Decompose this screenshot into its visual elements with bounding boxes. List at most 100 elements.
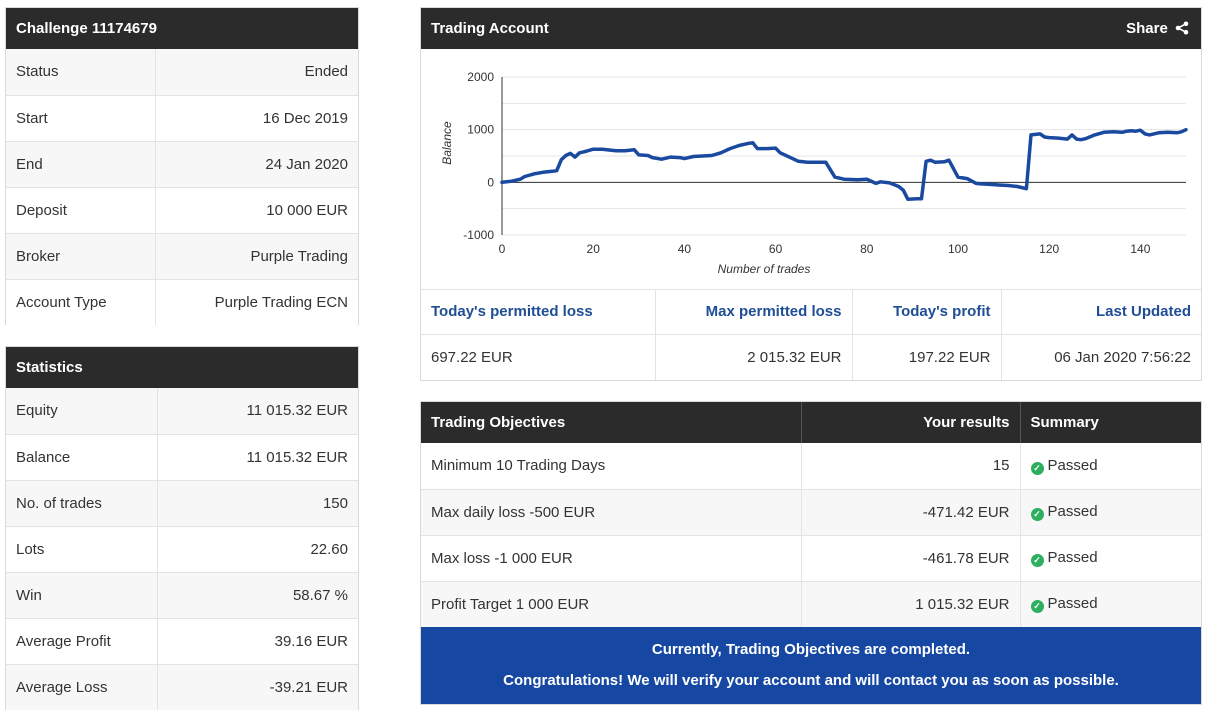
table-row: Win 58.67 %: [6, 571, 358, 618]
table-row: Minimum 10 Trading Days 15 ✓ Passed: [421, 443, 1201, 489]
balance-chart-svg: -1000 0 1000 2000 0 20 40 60 80 100 120 140 Number o…: [440, 70, 1188, 276]
statistics-panel: Statistics Equity 11 015.32 EUR Balance …: [5, 346, 359, 710]
win-value: 58.67 %: [157, 571, 358, 618]
objectives-table: Trading Objectives Your results Summary …: [421, 402, 1201, 627]
completion-banner: Currently, Trading Objectives are comple…: [421, 627, 1201, 704]
todays-profit-header: Today's profit: [852, 290, 1002, 335]
x-tick-label: 80: [860, 242, 874, 256]
todays-permitted-loss-value: 697.22 EUR: [421, 334, 656, 380]
trading-account-panel: Trading Account Share -1000 0 1000 2000 0 20 4…: [420, 7, 1202, 381]
check-circle-icon: ✓: [1030, 508, 1044, 521]
avg-loss-label: Average Loss: [6, 663, 158, 710]
equity-value: 11 015.32 EUR: [157, 388, 358, 434]
lots-value: 22.60: [157, 525, 358, 572]
table-row: Average Loss -39.21 EUR: [6, 663, 358, 710]
statistics-table: Equity 11 015.32 EUR Balance 11 015.32 E…: [6, 388, 358, 710]
x-tick-label: 120: [1039, 242, 1059, 256]
lots-label: Lots: [6, 525, 158, 572]
account-type-value: Purple Trading ECN: [155, 278, 358, 325]
trades-label: No. of trades: [6, 479, 158, 526]
todays-permitted-loss-header: Today's permitted loss: [421, 290, 656, 335]
check-circle-icon: ✓: [1030, 554, 1044, 567]
last-updated-value: 06 Jan 2020 7:56:22: [1054, 348, 1191, 366]
table-row: No. of trades 150: [6, 479, 358, 526]
objective-summary: ✓ Passed: [1020, 534, 1201, 581]
table-row: Today's permitted loss Max permitted los…: [421, 290, 1201, 335]
trading-account-title: Trading Account: [431, 20, 549, 37]
x-tick-label: 140: [1130, 242, 1150, 256]
table-row: Status Ended: [6, 49, 358, 95]
table-row: Average Profit 39.16 EUR: [6, 617, 358, 664]
summary-text: Passed: [1047, 595, 1098, 613]
y-tick-label: 1000: [467, 123, 494, 137]
table-row: Lots 22.60: [6, 525, 358, 572]
metrics-table: Today's permitted loss Max permitted los…: [421, 290, 1201, 380]
broker-label: Broker: [6, 232, 156, 279]
trades-value: 150: [157, 479, 358, 526]
avg-profit-value: 39.16 EUR: [157, 617, 358, 664]
table-row: 697.22 EUR 2 015.32 EUR 197.22 EUR 06 Ja…: [421, 334, 1201, 380]
y-tick-label: 2000: [467, 70, 494, 84]
status-value: Ended: [155, 49, 358, 95]
trading-account-header: Trading Account Share: [421, 8, 1201, 49]
broker-value: Purple Trading: [155, 232, 358, 279]
table-row: Max loss -1 000 EUR -461.78 EUR ✓ Passed: [421, 534, 1201, 581]
start-value: 16 Dec 2019: [155, 94, 358, 141]
objective-summary: ✓ Passed: [1020, 580, 1201, 627]
status-label: Status: [6, 49, 156, 95]
table-row: Max daily loss -500 EUR -471.42 EUR ✓ Pas…: [421, 488, 1201, 535]
challenge-title: Challenge 11174679: [6, 8, 358, 49]
trading-objectives-panel: Trading Objectives Your results Summary …: [420, 401, 1202, 705]
table-row: Balance 11 015.32 EUR: [6, 433, 358, 480]
balance-label: Balance: [6, 433, 158, 480]
avg-profit-label: Average Profit: [6, 617, 158, 664]
last-updated-header: Last Updated: [1001, 290, 1201, 335]
share-button[interactable]: Share: [1126, 8, 1189, 49]
table-row: Broker Purple Trading: [6, 232, 358, 279]
x-tick-label: 0: [499, 242, 506, 256]
summary-header: Summary: [1020, 402, 1201, 443]
x-axis-label: Number of trades: [718, 262, 811, 276]
end-value: 24 Jan 2020: [155, 140, 358, 187]
todays-profit-value: 197.22 EUR: [852, 334, 1002, 380]
objective-summary: ✓ Passed: [1020, 488, 1201, 535]
summary-text: Passed: [1047, 549, 1098, 566]
y-tick-label: -1000: [463, 228, 494, 242]
banner-line-1: Currently, Trading Objectives are comple…: [651, 641, 971, 658]
win-label: Win: [6, 571, 158, 618]
objective-result: -461.78 EUR: [801, 534, 1021, 581]
deposit-label: Deposit: [6, 186, 156, 233]
table-row: Account Type Purple Trading ECN: [6, 278, 358, 325]
x-tick-label: 60: [769, 242, 783, 256]
objective-name: Max daily loss -500 EUR: [421, 488, 802, 535]
objective-name: Minimum 10 Trading Days: [421, 443, 802, 489]
objective-result: 15: [801, 443, 1021, 489]
share-label: Share: [1126, 20, 1168, 37]
x-tick-label: 100: [948, 242, 968, 256]
banner-line-2: Congratulations! We will verify your acc…: [503, 672, 1119, 689]
summary-text: Passed: [1047, 456, 1098, 474]
objective-name: Profit Target 1 000 EUR: [421, 580, 802, 627]
max-permitted-loss-value: 2 015.32 EUR: [655, 334, 853, 380]
balance-value: 11 015.32 EUR: [157, 433, 358, 480]
share-icon: [1175, 21, 1189, 35]
table-row: End 24 Jan 2020: [6, 140, 358, 187]
table-row: Start 16 Dec 2019: [6, 94, 358, 141]
x-tick-label: 20: [587, 242, 601, 256]
end-label: End: [6, 140, 156, 187]
check-circle-icon: ✓: [1030, 461, 1044, 475]
table-row: Profit Target 1 000 EUR 1 015.32 EUR ✓ Pa…: [421, 580, 1201, 627]
balance-series-line: [500, 127, 1188, 201]
statistics-title: Statistics: [6, 347, 358, 388]
avg-loss-value: -39.21 EUR: [157, 663, 358, 710]
check-circle-icon: ✓: [1030, 600, 1044, 614]
table-row: Trading Objectives Your results Summary: [421, 402, 1201, 443]
table-row: Deposit 10 000 EUR: [6, 186, 358, 233]
table-row: Equity 11 015.32 EUR: [6, 388, 358, 434]
equity-label: Equity: [6, 388, 158, 434]
summary-text: Passed: [1047, 503, 1098, 520]
challenge-panel: Challenge 11174679 Status Ended Start 16…: [5, 7, 359, 325]
objective-result: -471.42 EUR: [801, 488, 1021, 535]
y-tick-label: 0: [487, 175, 494, 189]
start-label: Start: [6, 94, 156, 141]
